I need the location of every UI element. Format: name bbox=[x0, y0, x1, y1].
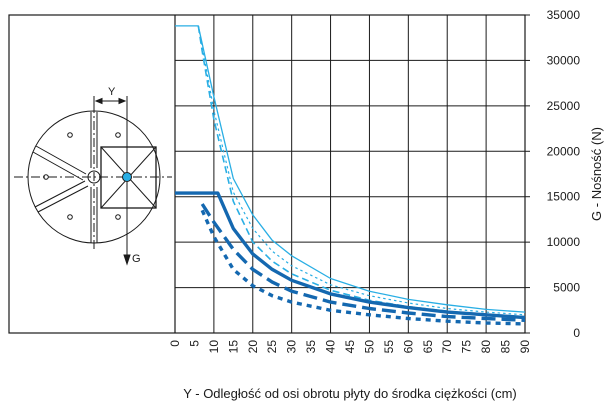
x-tick-label: 0 bbox=[168, 340, 182, 347]
series-line-2 bbox=[197, 25, 526, 318]
slot-lower-left bbox=[34, 180, 89, 213]
x-tick-label: 25 bbox=[265, 340, 279, 354]
x-tick-label: 35 bbox=[304, 340, 318, 354]
y-tick-label: 0 bbox=[573, 326, 580, 340]
load-arrow-head bbox=[123, 254, 131, 266]
slot-top bbox=[90, 112, 98, 168]
chart-frame bbox=[8, 14, 526, 334]
y-tick-label: 20000 bbox=[547, 144, 581, 158]
y-tick-label: 15000 bbox=[547, 190, 581, 204]
y-axis-title: G - Nośność (N) bbox=[589, 127, 604, 221]
series-line-6 bbox=[200, 209, 526, 326]
x-tick-label: 50 bbox=[362, 340, 376, 354]
series-line-3 bbox=[197, 25, 526, 316]
mount-hole bbox=[67, 214, 73, 220]
mount-hole bbox=[115, 132, 121, 138]
x-tick-label: 65 bbox=[421, 340, 435, 354]
y-tick-label: 5000 bbox=[553, 281, 580, 295]
dimension-arrows bbox=[94, 97, 127, 105]
x-tick-label: 70 bbox=[440, 340, 454, 354]
x-tick-label: 90 bbox=[518, 340, 532, 354]
x-tick-label: 5 bbox=[187, 340, 201, 347]
y-tick-label: 25000 bbox=[547, 99, 581, 113]
y-tick-label: 30000 bbox=[547, 53, 581, 67]
x-tick-label: 45 bbox=[343, 340, 357, 354]
mount-hole bbox=[43, 174, 49, 180]
y-tick-label: 10000 bbox=[547, 235, 581, 249]
x-tick-label: 60 bbox=[401, 340, 415, 354]
x-axis-title: Y - Odległość od osi obrotu płyty do śro… bbox=[183, 386, 517, 401]
series-line-4 bbox=[175, 191, 526, 320]
dimension-y-label: Y bbox=[108, 86, 116, 98]
load-box bbox=[100, 146, 157, 209]
center-of-gravity-marker bbox=[122, 172, 132, 182]
x-tick-label: 40 bbox=[324, 340, 338, 354]
series-line-5 bbox=[200, 203, 526, 322]
y-tick-labels: 0 5000 10000 15000 20000 25000 30000 35000 bbox=[525, 8, 580, 340]
y-tick-label: 35000 bbox=[547, 8, 581, 22]
rotary-plate-diagram bbox=[14, 96, 172, 266]
x-tick-label: 55 bbox=[382, 340, 396, 354]
mount-hole bbox=[115, 214, 121, 220]
x-tick-label: 80 bbox=[479, 340, 493, 354]
mount-hole bbox=[67, 132, 73, 138]
slot-bottom bbox=[90, 187, 98, 243]
x-tick-label: 20 bbox=[246, 340, 260, 354]
x-tick-label: 15 bbox=[226, 340, 240, 354]
x-tick-label: 75 bbox=[460, 340, 474, 354]
x-tick-label: 85 bbox=[499, 340, 513, 354]
x-tick-labels: 0 5 10 15 20 25 30 35 40 45 50 55 60 65 70 75 80 85 90 bbox=[168, 340, 532, 354]
series-group bbox=[175, 25, 526, 326]
center-hole bbox=[87, 170, 101, 184]
x-tick-label: 10 bbox=[207, 340, 221, 354]
x-tick-label: 30 bbox=[285, 340, 299, 354]
load-g-label: G bbox=[132, 253, 141, 265]
series-line-1 bbox=[175, 25, 526, 313]
slot-upper-left bbox=[32, 145, 87, 181]
